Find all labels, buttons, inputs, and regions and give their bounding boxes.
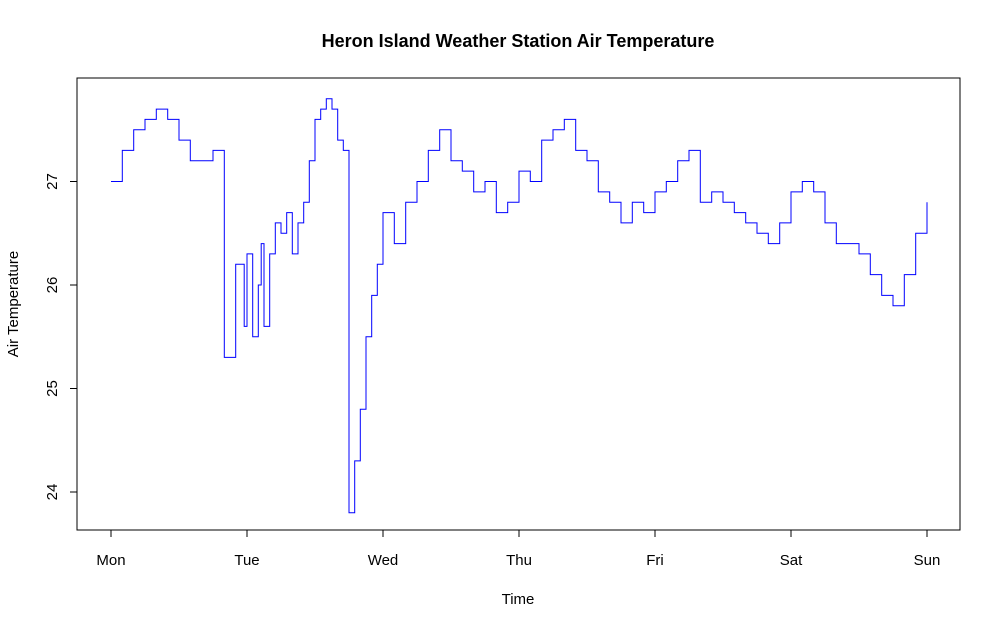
x-tick-label: Sun	[914, 552, 941, 569]
y-axis: 24 25 26 27	[44, 173, 78, 501]
x-tick-label: Tue	[234, 552, 259, 569]
y-tick-label: 26	[44, 277, 61, 294]
chart-title: Heron Island Weather Station Air Tempera…	[322, 31, 715, 51]
y-tick-label: 25	[44, 380, 61, 397]
x-tick-label: Thu	[506, 552, 532, 569]
y-tick-label: 27	[44, 173, 61, 190]
x-tick-label: Wed	[368, 552, 399, 569]
y-tick-label: 24	[44, 484, 61, 501]
x-tick-label: Sat	[780, 552, 803, 569]
x-tick-label: Mon	[96, 552, 125, 569]
y-axis-title: Air Temperature	[5, 251, 22, 357]
x-tick-label: Fri	[646, 552, 664, 569]
x-axis: Mon Tue Wed Thu Fri Sat Sun	[96, 529, 941, 569]
x-axis-title: Time	[502, 591, 535, 608]
series-line-0	[111, 98, 928, 514]
series-layer	[111, 98, 928, 514]
